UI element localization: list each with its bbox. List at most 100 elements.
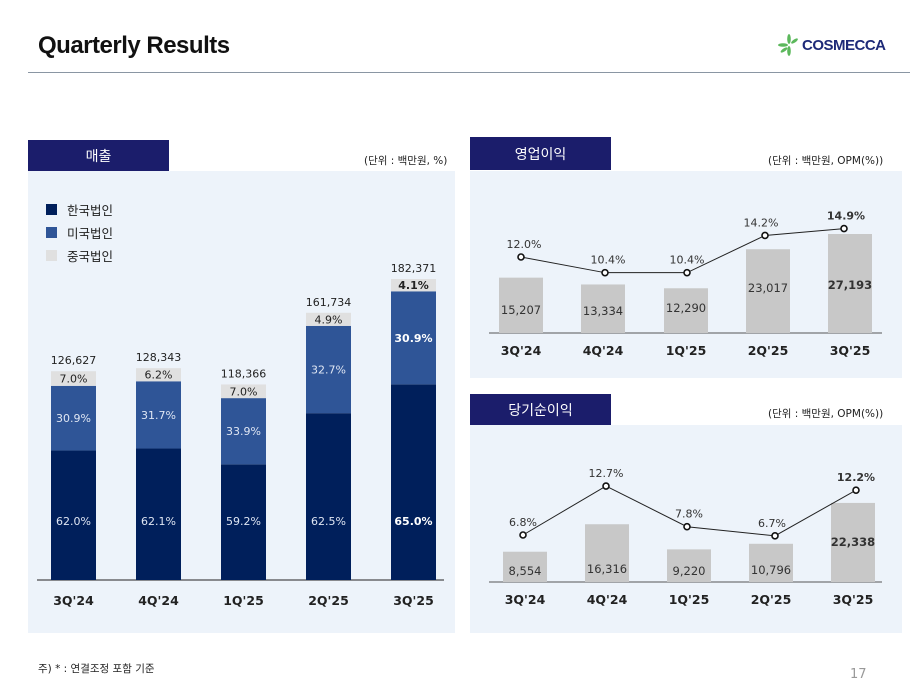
ni-x-tick: 2Q'25 — [751, 592, 792, 607]
op-x-tick: 2Q'25 — [748, 343, 789, 358]
ni-x-tick: 3Q'24 — [505, 592, 546, 607]
revenue-unit-label: (단위 : 백만원, %) — [364, 155, 448, 167]
footnote: 주) * : 연결조정 포함 기준 — [38, 663, 155, 675]
ni-bar-label: 9,220 — [673, 564, 706, 578]
revenue-total-label: 118,366 — [221, 367, 267, 380]
revenue-x-tick: 4Q'24 — [138, 593, 179, 608]
op-bar — [581, 284, 625, 333]
op-x-tick: 3Q'24 — [501, 343, 542, 358]
logo-text: COSMECCA — [802, 36, 886, 54]
revenue-bar-segment-china — [306, 312, 351, 326]
ni-margin-point — [852, 486, 860, 494]
legend-swatch-china — [46, 250, 57, 261]
op-bar-label: 12,290 — [666, 301, 706, 315]
op-bar — [499, 277, 543, 333]
legend-item-usa: 미국법인 — [46, 221, 113, 244]
page-number: 17 — [850, 667, 867, 682]
legend-item-korea: 한국법인 — [46, 198, 113, 221]
revenue-segment-label: 62.5% — [311, 515, 346, 528]
revenue-bar-segment-usa — [136, 381, 181, 449]
op-bar — [746, 249, 790, 333]
op-margin-label: 12.0% — [507, 238, 542, 251]
company-logo: COSMECCA — [778, 34, 886, 56]
op-margin-label: 10.4% — [591, 254, 626, 267]
revenue-bar-segment-china — [221, 384, 266, 399]
ni-bar-label: 16,316 — [587, 562, 627, 576]
revenue-total-label: 182,371 — [391, 262, 437, 275]
revenue-x-tick: 3Q'25 — [393, 593, 434, 608]
revenue-segment-label: 30.9% — [56, 412, 91, 425]
page-title: Quarterly Results — [38, 32, 230, 59]
op-bar-label: 15,207 — [501, 303, 541, 317]
legend-item-china: 중국법인 — [46, 244, 113, 267]
ni-bar — [667, 549, 711, 582]
revenue-bar-segment-korea — [136, 448, 181, 580]
revenue-bar-segment-usa — [221, 398, 266, 465]
op-margin-point — [601, 268, 609, 277]
op-panel-tag: 영업이익 — [470, 137, 611, 170]
legend-label-china: 중국법인 — [67, 249, 114, 264]
op-bar-label: 13,334 — [583, 304, 623, 318]
ni-bar — [749, 543, 793, 582]
ni-margin-label: 12.2% — [837, 471, 875, 484]
ni-margin-point — [602, 482, 610, 490]
ni-bar — [503, 551, 547, 582]
op-margin-point — [517, 253, 525, 261]
ni-x-tick: 1Q'25 — [669, 592, 710, 607]
leaf-star-icon — [778, 34, 798, 56]
legend-label-usa: 미국법인 — [67, 226, 114, 241]
revenue-bar-segment-korea — [51, 450, 96, 580]
op-x-tick: 4Q'24 — [583, 343, 624, 358]
revenue-bar-segment-usa — [391, 291, 436, 385]
op-margin-point — [683, 268, 691, 277]
ni-margin-point — [683, 522, 691, 531]
ni-bar — [585, 524, 629, 582]
revenue-segment-label: 7.0% — [230, 385, 258, 398]
revenue-legend: 한국법인 미국법인 중국법인 — [46, 198, 113, 267]
ni-margin-label: 6.7% — [758, 517, 786, 530]
revenue-bar-segment-china — [391, 279, 436, 292]
legend-swatch-usa — [46, 227, 57, 238]
header-divider — [28, 72, 910, 73]
revenue-total-label: 126,627 — [51, 354, 97, 367]
revenue-bar-segment-usa — [51, 385, 96, 451]
ni-margin-point — [771, 532, 779, 540]
revenue-segment-label: 4.9% — [315, 313, 343, 326]
revenue-x-tick: 1Q'25 — [223, 593, 264, 608]
ni-margin-label: 6.8% — [509, 516, 537, 529]
ni-panel-tag: 당기순이익 — [470, 394, 611, 425]
op-margin-point — [761, 231, 769, 240]
op-margin-point — [840, 224, 848, 233]
legend-swatch-korea — [46, 204, 57, 215]
revenue-bar-segment-korea — [221, 464, 266, 580]
ni-bar-label: 10,796 — [751, 563, 791, 577]
revenue-segment-label: 33.9% — [226, 425, 261, 438]
legend-label-korea: 한국법인 — [67, 203, 114, 218]
op-bar-label: 27,193 — [828, 278, 872, 292]
ni-margin-point — [519, 531, 527, 539]
revenue-segment-label: 31.7% — [141, 409, 176, 422]
op-x-tick: 1Q'25 — [666, 343, 707, 358]
revenue-bar-segment-korea — [306, 413, 351, 580]
ni-margin-label: 7.8% — [675, 508, 703, 521]
ni-x-tick: 3Q'25 — [833, 592, 874, 607]
ni-unit-label: (단위 : 백만원, OPM(%)) — [768, 408, 884, 420]
op-margin-label: 10.4% — [670, 254, 705, 267]
ni-bar — [831, 502, 875, 582]
revenue-bar-segment-china — [51, 371, 96, 386]
revenue-total-label: 128,343 — [136, 351, 182, 364]
op-bar-label: 23,017 — [748, 281, 788, 295]
revenue-segment-label: 6.2% — [145, 369, 173, 382]
revenue-segment-label: 30.9% — [394, 332, 432, 345]
revenue-segment-label: 4.1% — [398, 279, 429, 292]
op-bar — [664, 288, 708, 333]
revenue-panel-tag: 매출 — [28, 140, 169, 171]
op-unit-label: (단위 : 백만원, OPM(%)) — [768, 155, 884, 167]
op-margin-label: 14.2% — [744, 216, 779, 229]
revenue-x-tick: 3Q'24 — [53, 593, 94, 608]
revenue-x-tick: 2Q'25 — [308, 593, 349, 608]
revenue-bar-segment-usa — [306, 325, 351, 414]
op-x-tick: 3Q'25 — [830, 343, 871, 358]
